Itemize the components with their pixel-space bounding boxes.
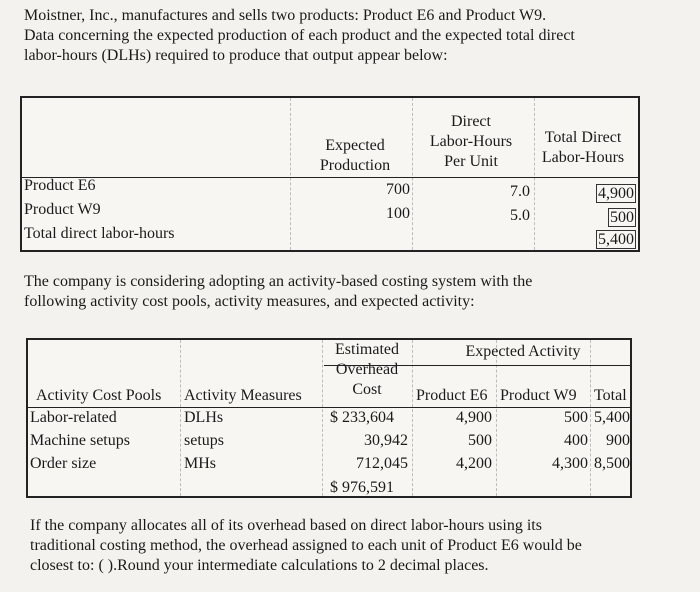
table-cell: 4,200 <box>456 455 492 472</box>
table-cell: 500 <box>564 409 588 426</box>
total-overhead-cost: $ 976,591 <box>330 479 394 496</box>
table-row: Product W9 <box>24 201 101 218</box>
middle-line-2: following activity cost pools, activity … <box>24 293 475 310</box>
table-row: Product E6 <box>24 177 96 194</box>
middle-paragraph: The company is considering adopting an a… <box>24 272 664 312</box>
table-cell: $ 233,604 <box>330 409 394 426</box>
table-cell: DLHs <box>184 409 224 426</box>
header-estimated-overhead-cost: Estimated Overhead Cost <box>335 341 399 398</box>
activity-table: Estimated Overhead Cost Expected Activit… <box>26 338 632 498</box>
header-total: Total <box>594 387 627 404</box>
table-cell: 712,045 <box>356 455 408 472</box>
question-line-1: If the company allocates all of its over… <box>30 517 542 534</box>
table-cell: setups <box>184 432 224 449</box>
table-cell: 400 <box>564 432 588 449</box>
middle-line-1: The company is considering adopting an a… <box>24 273 533 290</box>
table-row: Machine setups <box>30 432 130 449</box>
table-cell: 7.0 <box>510 183 530 200</box>
header-activity-measures: Activity Measures <box>184 387 302 404</box>
table-row: Order size <box>30 455 97 472</box>
header-activity-cost-pools: Activity Cost Pools <box>36 387 162 404</box>
question-line-3: closest to: ( ).Round your intermediate … <box>30 557 489 574</box>
table-cell: 700 <box>386 181 410 198</box>
table-cell: 5,400 <box>596 230 636 249</box>
header-product-e6: Product E6 <box>416 387 488 404</box>
table-cell: 4,900 <box>456 409 492 426</box>
table-cell: MHs <box>184 455 217 472</box>
table-cell: 500 <box>468 432 492 449</box>
header-dlh-per-unit: Direct Labor-Hours Per Unit <box>429 113 513 170</box>
table-cell: 4,300 <box>552 455 588 472</box>
table-row: Total direct labor-hours <box>24 225 175 242</box>
header-expected-production: Expected Production <box>319 137 391 174</box>
header-total-dlh: Total Direct Labor-Hours <box>541 129 625 166</box>
table-cell: 4,900 <box>596 184 636 203</box>
header-expected-activity: Expected Activity <box>465 343 581 360</box>
intro-paragraph: Moistner, Inc., manufactures and sells t… <box>24 6 664 66</box>
intro-line-3: labor-hours (DLHs) required to produce t… <box>24 47 448 64</box>
intro-line-2: Data concerning the expected production … <box>24 27 575 44</box>
question-line-2: traditional costing method, the overhead… <box>30 537 582 554</box>
table-cell: 900 <box>606 432 630 449</box>
table-cell: 30,942 <box>364 432 408 449</box>
table-cell: 8,500 <box>594 455 630 472</box>
table-cell: 5.0 <box>510 207 530 224</box>
table-cell: 500 <box>608 208 636 227</box>
header-product-w9: Product W9 <box>500 387 577 404</box>
table-cell: 100 <box>386 205 410 222</box>
table-cell: 5,400 <box>594 409 630 426</box>
table-row: Labor-related <box>30 409 117 426</box>
dlh-table: Expected Production Direct Labor-Hours P… <box>20 96 640 252</box>
intro-line-1: Moistner, Inc., manufactures and sells t… <box>24 7 547 24</box>
question-paragraph: If the company allocates all of its over… <box>30 516 670 576</box>
